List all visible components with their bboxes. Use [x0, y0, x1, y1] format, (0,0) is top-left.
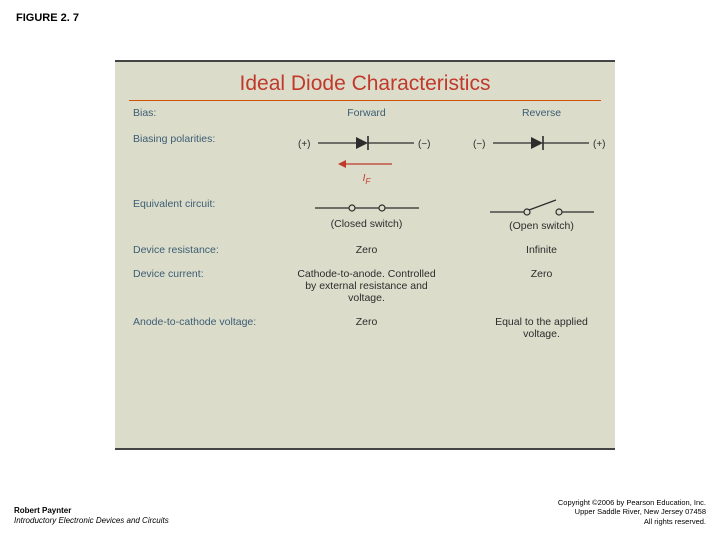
equivalent-reverse: (Open switch) [454, 192, 629, 238]
row-label-current: Device current: [129, 262, 279, 310]
current-reverse: Zero [454, 262, 629, 310]
author-name: Robert Paynter [14, 506, 169, 516]
footer-right: Copyright ©2006 by Pearson Education, In… [558, 498, 706, 526]
diode-reverse-icon: (−) (+) [467, 133, 617, 157]
biasing-forward: (+) (−) IF [279, 127, 454, 192]
characteristics-table: Bias: Forward Reverse Biasing polarities… [115, 105, 615, 346]
open-switch-icon [482, 198, 602, 220]
copyright-line-2: Upper Saddle River, New Jersey 07458 [558, 507, 706, 516]
figure-panel: Ideal Diode Characteristics Bias: Forwar… [115, 60, 615, 450]
col-header-reverse: Reverse [454, 105, 629, 127]
resistance-reverse: Infinite [454, 238, 629, 262]
row-label-biasing: Biasing polarities: [129, 127, 279, 192]
svg-text:(+): (+) [593, 139, 606, 150]
copyright-line-3: All rights reserved. [558, 517, 706, 526]
row-label-resistance: Device resistance: [129, 238, 279, 262]
current-forward: Cathode-to-anode. Controlled by external… [279, 262, 454, 310]
if-label: IF [363, 173, 371, 186]
divider [129, 100, 601, 101]
equivalent-forward: (Closed switch) [279, 192, 454, 238]
closed-switch-caption: (Closed switch) [331, 218, 403, 230]
diode-forward-icon: (+) (−) [292, 133, 442, 157]
av-reverse: Equal to the applied voltage. [454, 310, 629, 346]
figure-title: Ideal Diode Characteristics [115, 62, 615, 100]
current-arrow-icon [332, 157, 402, 171]
copyright-line-1: Copyright ©2006 by Pearson Education, In… [558, 498, 706, 507]
book-title: Introductory Electronic Devices and Circ… [14, 516, 169, 526]
closed-switch-icon [307, 198, 427, 218]
row-label-equivalent: Equivalent circuit: [129, 192, 279, 238]
resistance-forward: Zero [279, 238, 454, 262]
row-label-av: Anode-to-cathode voltage: [129, 310, 279, 346]
footer-left: Robert Paynter Introductory Electronic D… [14, 506, 169, 526]
open-switch-caption: (Open switch) [509, 220, 574, 232]
svg-text:(−): (−) [418, 139, 431, 150]
page-header: FIGURE 2. 7 [16, 12, 79, 24]
col-header-forward: Forward [279, 105, 454, 127]
col-header-property: Bias: [129, 105, 279, 127]
av-forward: Zero [279, 310, 454, 346]
biasing-reverse: (−) (+) [454, 127, 629, 192]
svg-text:(−): (−) [473, 139, 486, 150]
svg-text:(+): (+) [298, 139, 311, 150]
